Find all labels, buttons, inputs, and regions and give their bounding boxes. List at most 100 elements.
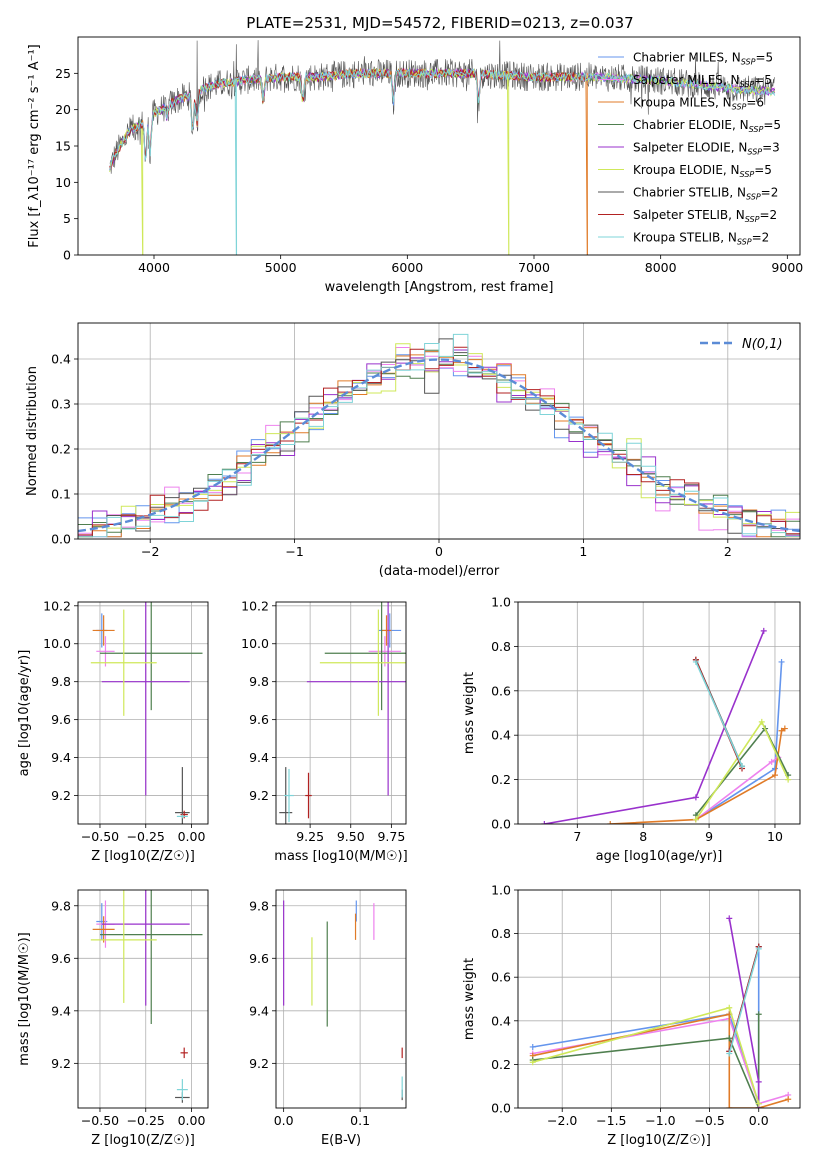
- y-tick-label: 10: [55, 175, 71, 190]
- age_vs_Z-axes: −0.50 −0.25 0.00 9.2 9.4 9.6 9.8 10.0 10.2 Z [log…: [17, 598, 209, 864]
- y-axis-label: age [log10(age/yr)]: [17, 650, 32, 777]
- x-tick-label: 1: [579, 544, 587, 559]
- y-tick-label: 0.2: [51, 442, 71, 457]
- weight-series-6: [529, 1004, 762, 1107]
- x-tick-label: 10: [767, 829, 783, 844]
- mass_vs_ebv-plot: [283, 900, 403, 1101]
- y-tick-label: 0.6: [491, 683, 511, 698]
- x-tick-label: 0.00: [178, 1113, 206, 1128]
- y-tick-label: 20: [55, 102, 71, 117]
- x-tick-label: 0.00: [178, 829, 206, 844]
- errorbar-3: [92, 916, 115, 943]
- x-tick-label: −0.50: [81, 1113, 119, 1128]
- spectrum-legend: Chabrier MILES, NSSP=5 Salpeter MILES, NS…: [598, 51, 781, 247]
- weight-marker: [692, 794, 699, 801]
- y-tick-label: 0.4: [51, 352, 71, 367]
- x-tick-label: 8: [639, 829, 647, 844]
- x-axis-label: (data-model)/error: [379, 564, 500, 579]
- spectrum-frame: [77, 36, 801, 256]
- errorbar-4: [324, 602, 406, 711]
- x-tick-label: 9.50: [337, 829, 365, 844]
- x-axis-label: E(B-V): [321, 1133, 361, 1148]
- x-tick-label: 9000: [771, 260, 803, 275]
- errorbar-6: [90, 890, 157, 1003]
- figure-title: PLATE=2531, MJD=54572, FIBERID=0213, z=0…: [246, 14, 633, 32]
- y-tick-label: 9.4: [249, 1003, 269, 1018]
- y-tick-label: 0.0: [491, 817, 511, 832]
- x-tick-label: 0.0: [749, 1113, 769, 1128]
- weight-line: [532, 946, 760, 1104]
- weight-line: [695, 661, 743, 767]
- histogram-8: [78, 346, 800, 536]
- y-tick-label: 0.2: [491, 1057, 511, 1072]
- y-axis-label: Flux [f_λ10⁻¹⁷ erg cm⁻² s⁻¹ A⁻¹]: [27, 44, 42, 248]
- y-tick-label: 0.0: [51, 532, 71, 547]
- weight_vs_Z-plot: [529, 915, 792, 1108]
- legend-label: N(0,1): [742, 337, 783, 352]
- y-tick-label: 1.0: [491, 883, 511, 898]
- x-axis-label: Z [log10(Z/Z☉)]: [91, 849, 195, 864]
- errorbar-7: [279, 767, 293, 824]
- y-tick-label: 25: [55, 66, 71, 81]
- weight-marker: [541, 821, 548, 824]
- weight-marker: [755, 1100, 762, 1107]
- weight-marker: [755, 945, 762, 952]
- weight-line: [728, 948, 760, 1054]
- x-axis-label: wavelength [Angstrom, rest frame]: [325, 280, 554, 295]
- weight-marker: [607, 821, 614, 824]
- y-tick-label: 0.8: [491, 639, 511, 654]
- weight-marker: [768, 758, 775, 765]
- age_vs_mass-plot: [279, 602, 406, 824]
- y-tick-label: 10.2: [43, 598, 71, 613]
- y-tick-label: 9.4: [51, 750, 71, 765]
- weight-series-4: [529, 1011, 762, 1108]
- errorbar-6: [319, 609, 406, 716]
- y-tick-label: 9.6: [249, 951, 269, 966]
- x-axis-label: Z [log10(Z/Z☉)]: [607, 1133, 711, 1148]
- y-tick-label: 0.8: [491, 926, 511, 941]
- errorbar-8: [305, 772, 312, 819]
- mass_vs_ebv-frame: [275, 889, 407, 1109]
- weight_vs_age-frame: [517, 601, 801, 825]
- weight-series-9: [726, 945, 762, 1057]
- y-tick-label: 9.6: [51, 712, 71, 727]
- age_vs_Z-frame: [77, 601, 209, 825]
- errorbar-4: [99, 890, 203, 1024]
- x-tick-label: 6000: [391, 260, 423, 275]
- x-tick-label: 7: [573, 829, 581, 844]
- y-tick-label: 0.2: [491, 772, 511, 787]
- weight-marker: [771, 772, 778, 779]
- errorbar-5: [101, 602, 190, 796]
- weight_vs_age-plot: [541, 627, 792, 824]
- x-axis-label: Z [log10(Z/Z☉)]: [91, 1133, 195, 1148]
- x-tick-label: 7000: [518, 260, 550, 275]
- errorbar-3: [92, 615, 115, 646]
- legend-label: Salpeter STELIB, NSSP=2: [633, 208, 777, 224]
- weight-marker: [692, 658, 699, 665]
- y-tick-label: 0.4: [491, 728, 511, 743]
- weight_vs_Z-frame: [517, 889, 801, 1109]
- weight-marker: [739, 763, 746, 770]
- y-tick-label: 10.2: [241, 598, 269, 613]
- y-tick-label: 9.2: [249, 1056, 269, 1071]
- weight-marker: [755, 1011, 762, 1018]
- weight-marker: [692, 816, 699, 823]
- x-tick-label: 0.1: [350, 1113, 370, 1128]
- y-tick-label: 9.6: [249, 712, 269, 727]
- y-tick-label: 9.2: [51, 788, 71, 803]
- weight-marker: [726, 1105, 733, 1108]
- x-tick-label: −1.5: [596, 1113, 626, 1128]
- errorbar-4: [99, 602, 203, 711]
- x-tick-label: −0.50: [81, 829, 119, 844]
- y-tick-label: 0.0: [491, 1101, 511, 1116]
- errorbar-8: [180, 1047, 188, 1059]
- y-axis-label: mass weight: [462, 958, 477, 1040]
- y-tick-label: 9.8: [51, 898, 71, 913]
- x-tick-label: −2.0: [547, 1113, 577, 1128]
- x-axis-label: mass [log10(M/M☉)]: [274, 849, 407, 864]
- x-tick-label: 9: [705, 829, 713, 844]
- weight-series-5: [541, 627, 767, 824]
- y-tick-label: 9.4: [249, 750, 269, 765]
- y-tick-label: 1.0: [491, 595, 511, 610]
- weight-marker: [726, 1050, 733, 1057]
